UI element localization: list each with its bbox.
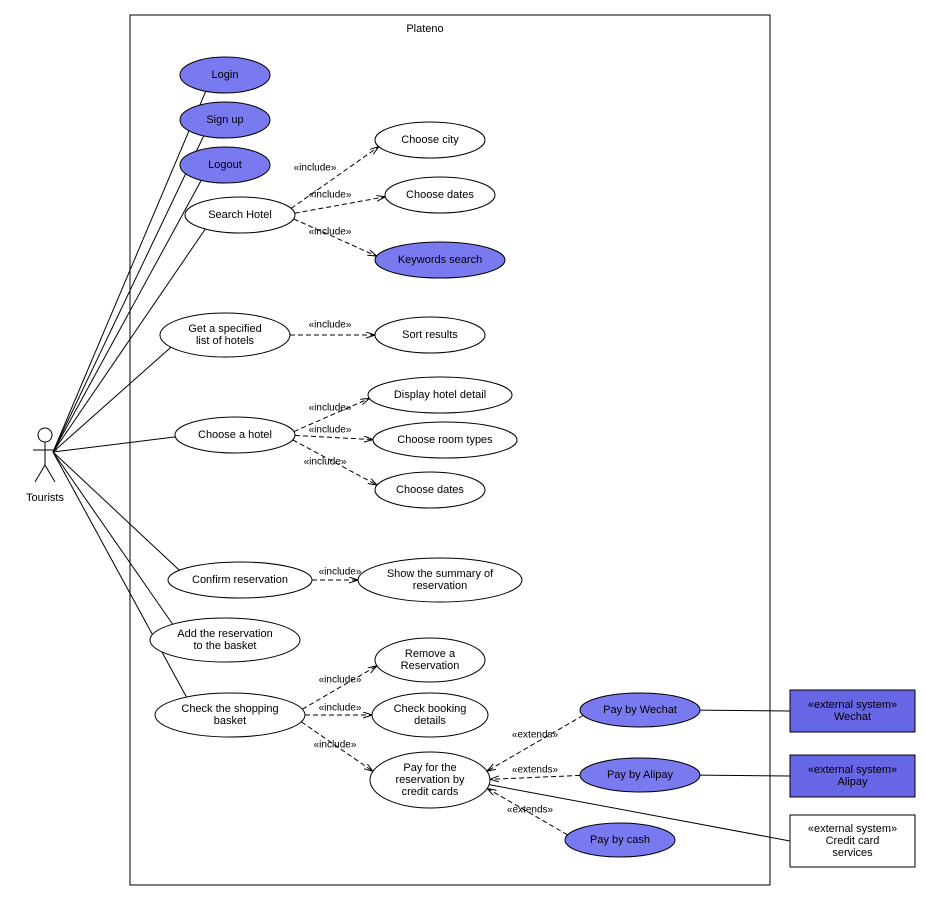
svg-text:«external system»: «external system» — [808, 699, 897, 711]
extend-label: «extends» — [507, 805, 554, 816]
svg-text:Check booking: Check booking — [394, 703, 467, 715]
svg-text:Display hotel detail: Display hotel detail — [394, 389, 486, 401]
svg-text:credit cards: credit cards — [402, 786, 459, 798]
include-choose-roomtype — [295, 435, 373, 439]
svg-text:Pay by cash: Pay by cash — [590, 834, 650, 846]
extend-paywechat — [487, 715, 583, 771]
svg-text:Choose dates: Choose dates — [396, 484, 464, 496]
svg-text:to the basket: to the basket — [194, 640, 257, 652]
usecase-diagram: Plateno Tourists «include» «include» «includ… — [0, 0, 925, 902]
svg-text:Choose city: Choose city — [401, 134, 459, 146]
svg-text:Get a specified: Get a specified — [188, 323, 261, 335]
svg-text:reservation: reservation — [413, 580, 467, 592]
svg-text:«external system»: «external system» — [808, 764, 897, 776]
assoc-basket — [53, 452, 187, 697]
assoc-confirm — [53, 452, 179, 570]
include-label: «include» — [309, 425, 352, 436]
svg-text:reservation by: reservation by — [395, 774, 465, 786]
svg-text:services: services — [832, 847, 873, 859]
include-label: «include» — [304, 457, 347, 468]
svg-text:Logout: Logout — [208, 159, 242, 171]
svg-text:details: details — [414, 715, 446, 727]
boundary-title: Plateno — [406, 23, 443, 35]
extend-payalipay — [490, 775, 580, 779]
svg-text:Alipay: Alipay — [838, 776, 868, 788]
extend-label: «extends» — [512, 765, 559, 776]
svg-text:Credit card: Credit card — [826, 835, 880, 847]
include-label: «include» — [309, 190, 352, 201]
include-label: «include» — [319, 703, 362, 714]
include-label: «include» — [319, 567, 362, 578]
svg-text:basket: basket — [214, 715, 246, 727]
svg-text:Pay by Alipay: Pay by Alipay — [607, 769, 674, 781]
assoc-login — [53, 91, 206, 452]
svg-text:Choose room types: Choose room types — [397, 434, 493, 446]
svg-text:Pay by Wechat: Pay by Wechat — [603, 704, 677, 716]
include-label: «include» — [309, 320, 352, 331]
svg-text:Search Hotel: Search Hotel — [208, 209, 272, 221]
svg-text:Sign up: Sign up — [206, 114, 243, 126]
svg-text:Add the reservation: Add the reservation — [177, 628, 272, 640]
svg-text:Choose dates: Choose dates — [406, 189, 474, 201]
extend-label: «extends» — [512, 730, 559, 741]
include-label: «include» — [294, 163, 337, 174]
assoc-getlist — [53, 347, 171, 452]
svg-text:Pay for the: Pay for the — [403, 762, 456, 774]
include-label: «include» — [319, 675, 362, 686]
assoc-logout — [53, 180, 201, 452]
svg-text:Confirm reservation: Confirm reservation — [192, 574, 288, 586]
svg-text:Wechat: Wechat — [834, 711, 871, 723]
svg-text:Choose a hotel: Choose a hotel — [198, 429, 272, 441]
ext-link-alipay — [700, 775, 790, 776]
include-label: «include» — [309, 403, 352, 414]
svg-text:Reservation: Reservation — [401, 660, 460, 672]
assoc-choose — [53, 437, 175, 452]
svg-text:Keywords search: Keywords search — [398, 254, 482, 266]
assoc-addres — [53, 452, 173, 624]
svg-text:Login: Login — [212, 69, 239, 81]
svg-text:Remove a: Remove a — [405, 648, 456, 660]
actor-label: Tourists — [26, 492, 64, 504]
svg-text:list of hotels: list of hotels — [196, 335, 255, 347]
assoc-signup — [53, 136, 204, 452]
svg-text:Show the summary of: Show the summary of — [387, 568, 494, 580]
ext-link-wechat — [700, 710, 790, 711]
include-label: «include» — [309, 227, 352, 238]
svg-text:«external system»: «external system» — [808, 823, 897, 835]
svg-text:Check the shopping: Check the shopping — [181, 703, 278, 715]
include-label: «include» — [314, 740, 357, 751]
svg-text:Sort results: Sort results — [402, 329, 458, 341]
